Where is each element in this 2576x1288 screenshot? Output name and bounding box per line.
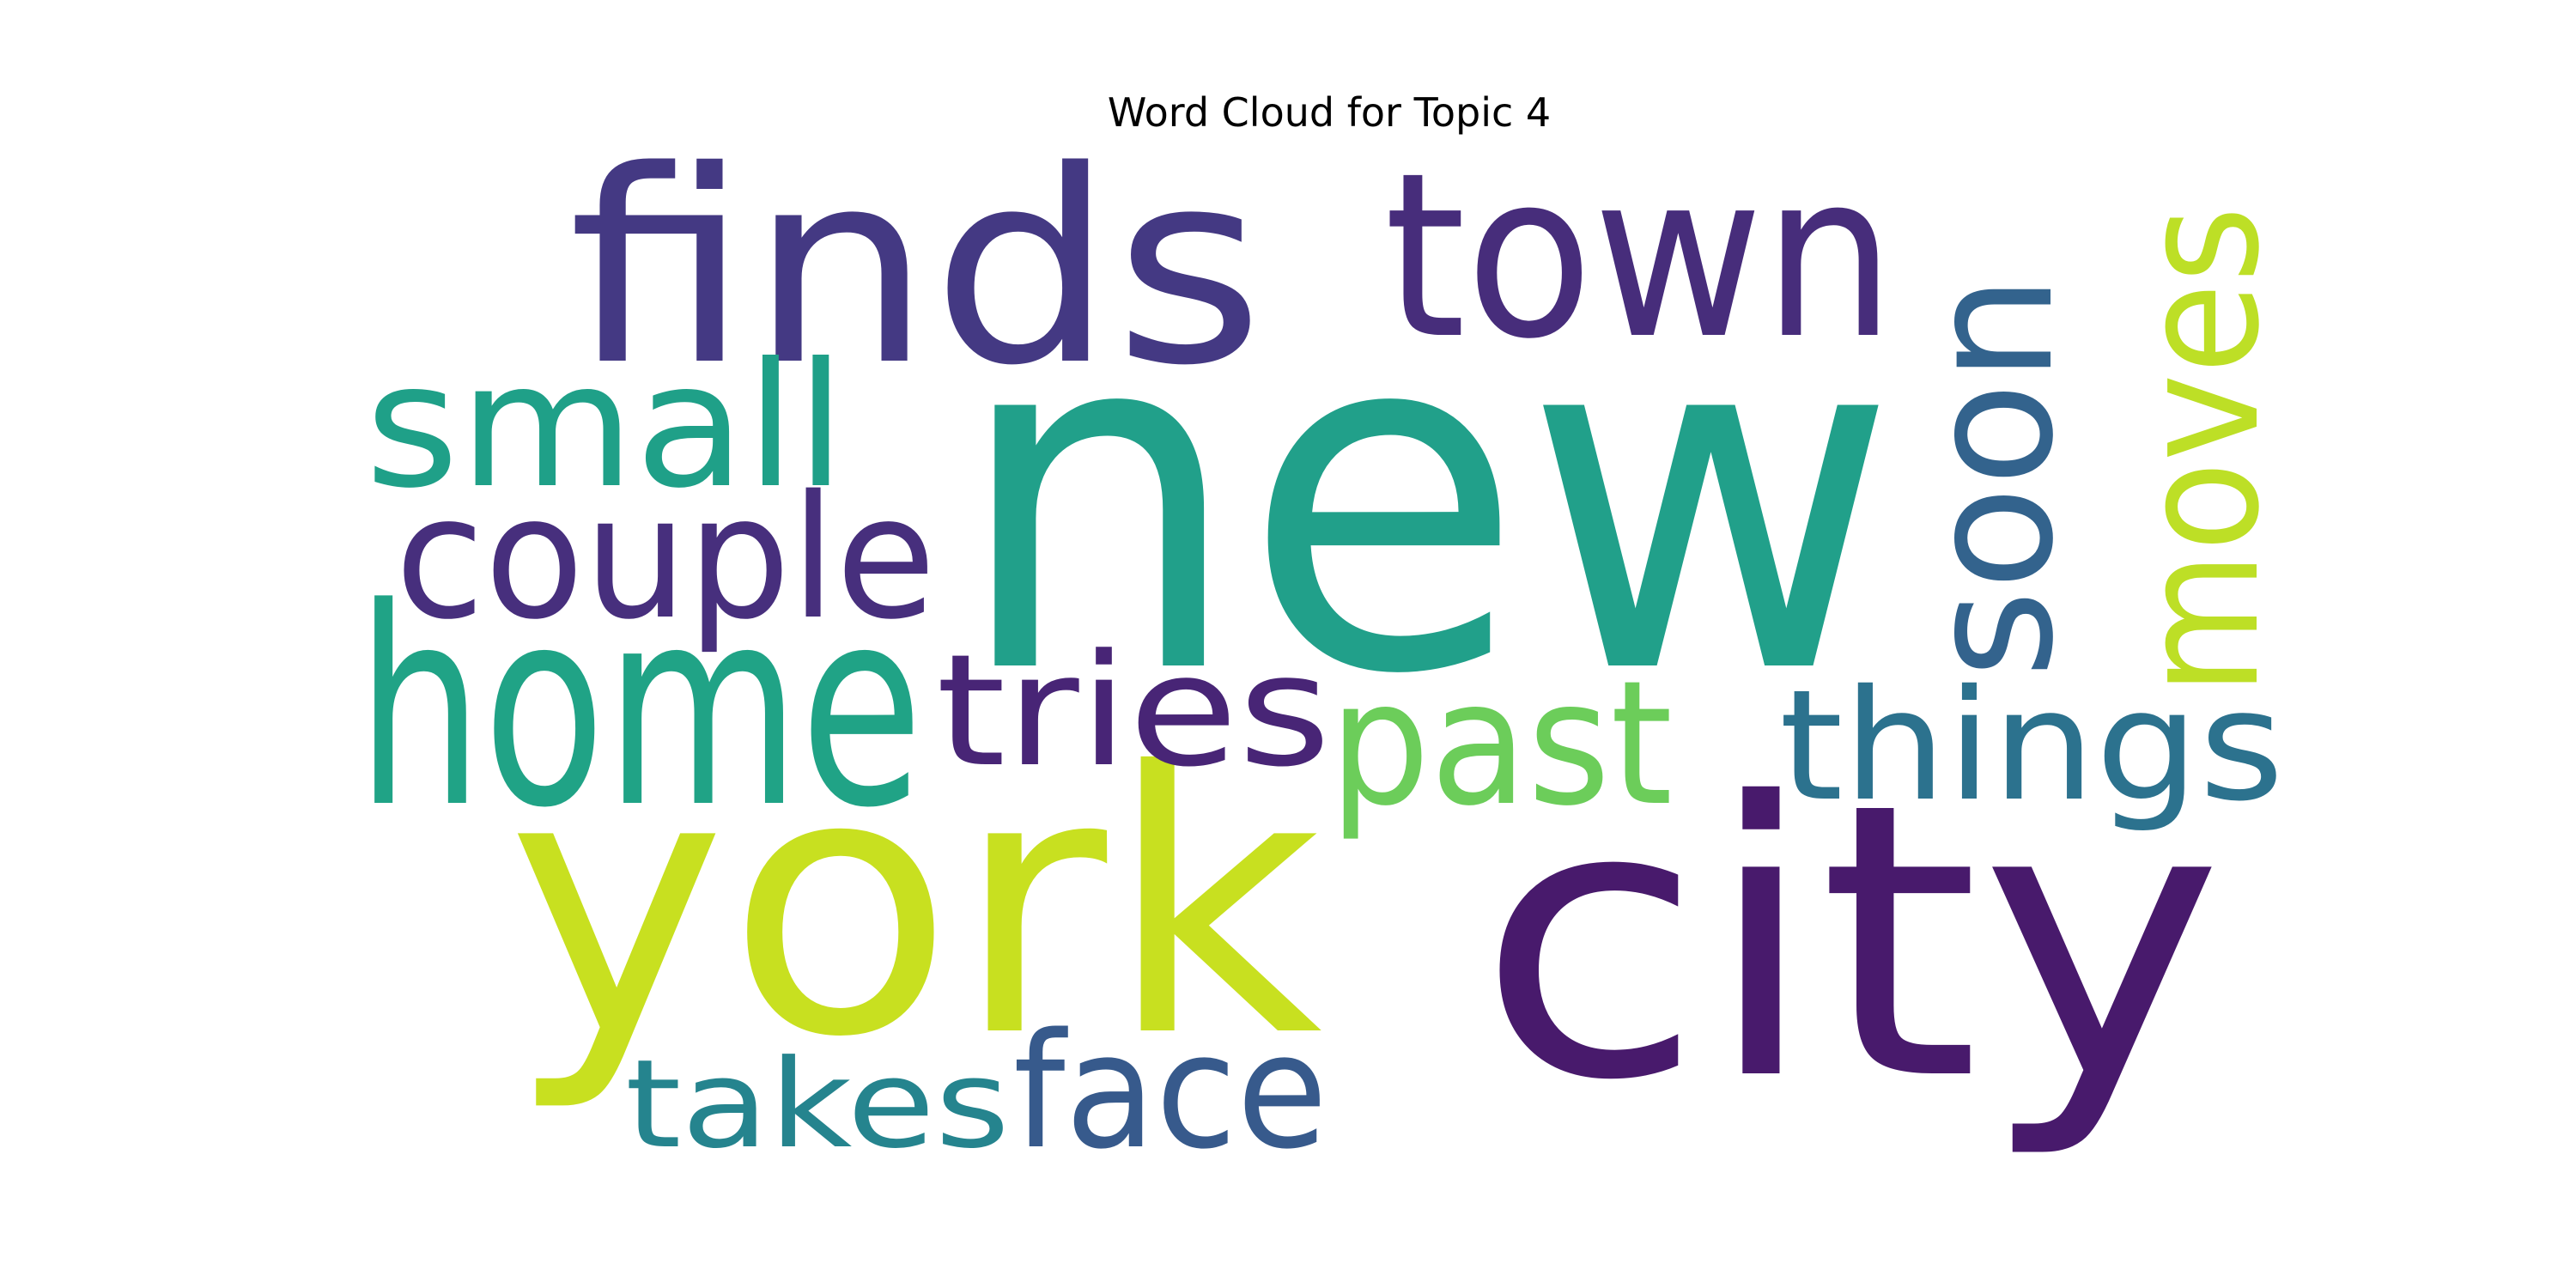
word-york: york xyxy=(507,696,1322,1116)
word-face: face xyxy=(1013,999,1327,1184)
word-past: past xyxy=(1329,644,1673,844)
word-town: town xyxy=(1384,125,1895,389)
word-soon: soon xyxy=(1892,275,2092,678)
word-city: city xyxy=(1477,723,2224,1163)
word-tries: tries xyxy=(936,622,1331,801)
word-moves: moves xyxy=(2105,206,2295,696)
word-finds: finds xyxy=(568,114,1264,424)
page-title: Word Cloud for Topic 4 xyxy=(1107,89,1552,136)
word-new: new xyxy=(953,223,1898,778)
word-things: things xyxy=(1779,657,2284,835)
word-small: small xyxy=(365,326,846,526)
word-takes: takes xyxy=(625,1034,1010,1176)
word-home: home xyxy=(356,550,923,867)
word-couple: couple xyxy=(395,459,936,657)
